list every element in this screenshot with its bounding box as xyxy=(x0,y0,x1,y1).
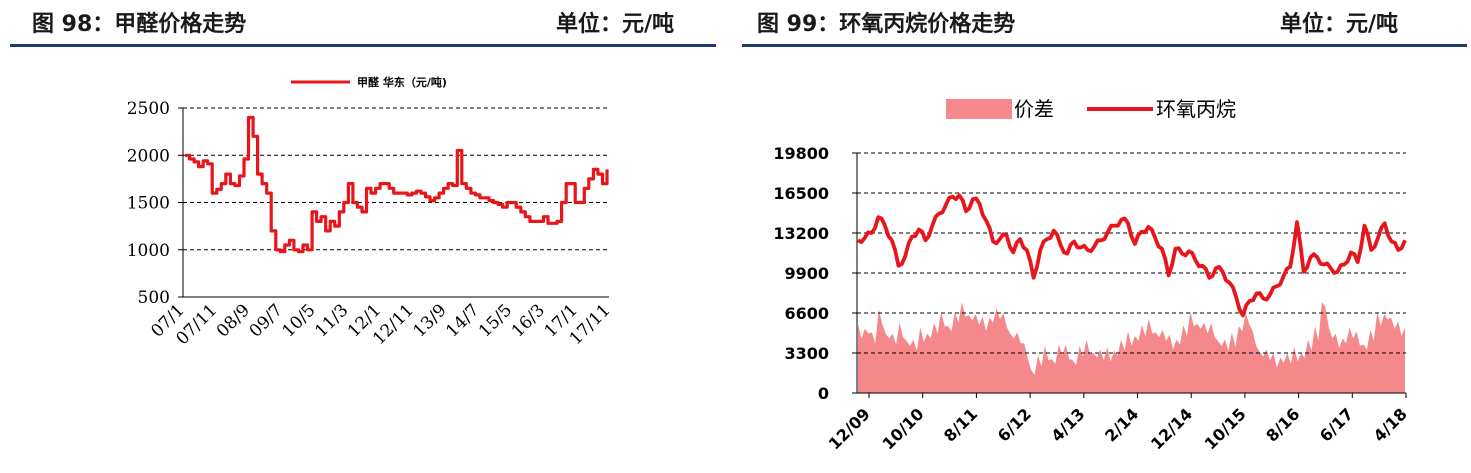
left-header-rule xyxy=(10,44,716,47)
right-x-tick: 12/09 xyxy=(825,404,874,453)
right-area-series xyxy=(858,302,1405,393)
left-x-tick: 09/7 xyxy=(246,300,287,341)
right-x-tick: 10/15 xyxy=(1201,404,1250,453)
right-legend: 价差 环氧丙烷 xyxy=(946,97,1236,121)
left-series xyxy=(185,115,609,254)
right-x-tick: 10/10 xyxy=(878,404,927,453)
right-panel-header: 图 99：环氧丙烷价格走势 单位：元/吨 xyxy=(735,0,1471,47)
left-series-line xyxy=(185,115,609,254)
left-legend-label: 甲醛 华东（元/吨) xyxy=(357,75,447,89)
right-line-series xyxy=(857,193,1407,318)
left-y-tick: 2000 xyxy=(127,146,170,166)
left-x-tick: 08/9 xyxy=(213,300,254,341)
left-x-tick: 11/3 xyxy=(311,300,352,341)
left-line-chart: 2500 2000 1500 1000 500 07/107/1108/909/710/… xyxy=(127,75,615,349)
left-chart-title: 图 98：甲醛价格走势 xyxy=(32,12,247,37)
right-x-tick-labels: 12/09 10/10 8/11 6/12 4/13 2/14 12/14 10/15 8/16… xyxy=(825,404,1411,453)
right-chart-title: 图 99：环氧丙烷价格走势 xyxy=(757,12,1016,37)
right-y-tick: 19800 xyxy=(773,144,829,163)
left-panel-header: 图 98：甲醛价格走势 单位：元/吨 xyxy=(0,0,735,47)
right-x-tick: 8/16 xyxy=(1262,404,1303,445)
left-x-tick: 10/5 xyxy=(278,300,319,341)
left-y-tick: 1500 xyxy=(127,194,170,214)
left-x-tick: 14/7 xyxy=(442,300,483,341)
left-y-tick: 2500 xyxy=(127,99,170,119)
right-y-tick: 6600 xyxy=(784,304,829,323)
right-x-tick: 6/12 xyxy=(994,404,1035,445)
right-x-tick: 12/14 xyxy=(1147,404,1196,453)
right-x-tick: 2/14 xyxy=(1101,404,1142,445)
left-x-tick: 16/3 xyxy=(508,300,549,341)
right-x-tick: 6/17 xyxy=(1316,404,1357,445)
left-x-tick-labels: 07/107/1108/909/710/511/312/112/1113/914… xyxy=(147,300,614,349)
right-y-tick: 9900 xyxy=(784,264,829,283)
right-axes xyxy=(852,152,1407,398)
left-y-tick: 500 xyxy=(138,288,170,308)
right-y-tick-labels: 19800 16500 13200 9900 6600 3300 0 xyxy=(773,144,829,403)
right-x-tick: 8/11 xyxy=(940,404,981,445)
left-y-tick-labels: 2500 2000 1500 1000 500 xyxy=(127,99,170,308)
right-area-line-chart: 19800 16500 13200 9900 6600 3300 0 12/09 10/10 8… xyxy=(773,97,1411,453)
right-legend-label-line: 环氧丙烷 xyxy=(1156,97,1236,121)
right-legend-swatch-area xyxy=(946,99,1012,119)
left-gridlines xyxy=(183,107,609,251)
right-area-spread xyxy=(858,302,1405,393)
right-legend-label-area: 价差 xyxy=(1014,97,1054,121)
left-chart-unit: 单位：元/吨 xyxy=(556,12,675,37)
left-axes xyxy=(178,107,609,298)
left-x-tick: 13/9 xyxy=(410,300,451,341)
right-header-rule xyxy=(742,44,1467,47)
left-x-tick: 15/5 xyxy=(475,300,516,341)
right-y-tick: 3300 xyxy=(784,344,829,363)
left-legend: 甲醛 华东（元/吨) xyxy=(291,75,447,89)
right-x-tick: 4/13 xyxy=(1047,404,1088,445)
right-x-tick: 4/18 xyxy=(1370,404,1411,445)
right-chart-unit: 单位：元/吨 xyxy=(1280,12,1399,37)
right-y-tick: 13200 xyxy=(773,224,829,243)
right-gridlines xyxy=(857,152,1406,354)
right-y-tick: 16500 xyxy=(773,184,829,203)
right-y-tick: 0 xyxy=(818,384,829,403)
right-series-line xyxy=(857,193,1407,318)
left-y-tick: 1000 xyxy=(127,241,170,261)
